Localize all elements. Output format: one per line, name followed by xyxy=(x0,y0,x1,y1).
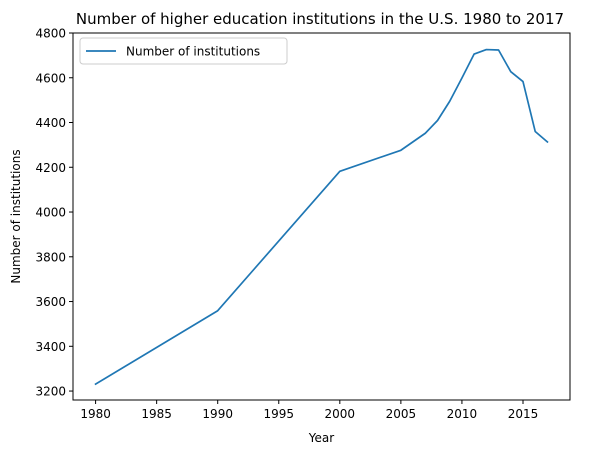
x-tick-label: 1995 xyxy=(263,407,294,421)
x-axis-label: Year xyxy=(308,431,334,445)
x-tick-label: 1985 xyxy=(141,407,172,421)
y-tick-label: 4600 xyxy=(35,71,66,85)
y-tick-label: 4200 xyxy=(35,161,66,175)
chart-title: Number of higher education institutions … xyxy=(76,10,564,28)
plot-area: 1980 1985 1990 1995 2000 2005 2010 2015 3200 3400… xyxy=(35,27,549,421)
x-tick-label: 2010 xyxy=(447,407,478,421)
y-tick-label: 4800 xyxy=(35,27,66,41)
legend-box xyxy=(79,37,288,65)
y-tick-label: 3600 xyxy=(35,295,66,309)
x-tick-label: 2005 xyxy=(386,407,417,421)
plot-frame xyxy=(72,32,571,401)
x-tick-label: 1990 xyxy=(202,407,233,421)
y-axis-label: Number of institutions xyxy=(9,149,23,283)
legend-label: Number of institutions xyxy=(126,45,260,59)
y-tick-label: 3800 xyxy=(35,250,66,264)
y-tick-label: 4400 xyxy=(35,116,66,130)
x-tick-label: 2015 xyxy=(508,407,539,421)
x-tick-label: 1980 xyxy=(80,407,111,421)
x-tick-label: 2000 xyxy=(325,407,356,421)
legend: Number of institutions xyxy=(79,37,288,65)
y-tick-label: 3200 xyxy=(35,385,66,399)
y-tick-label: 3400 xyxy=(35,340,66,354)
series-line-0 xyxy=(94,48,549,386)
y-tick-label: 4000 xyxy=(35,206,66,220)
